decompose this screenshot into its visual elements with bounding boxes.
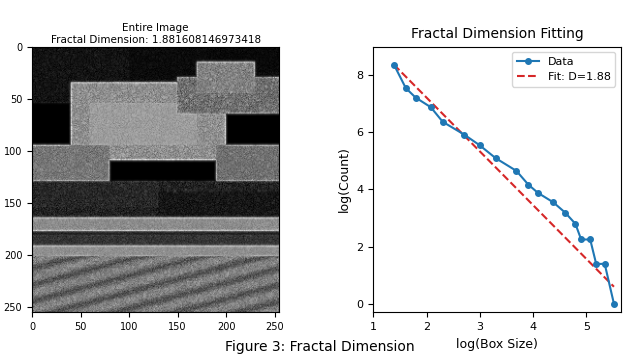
Line: Data: Data	[391, 62, 617, 307]
Title: Entire Image
Fractal Dimension: 1.881608146973418: Entire Image Fractal Dimension: 1.881608…	[51, 23, 260, 45]
Data	[439, 120, 447, 124]
Data	[513, 169, 520, 173]
Data	[586, 237, 594, 242]
Data	[427, 105, 435, 109]
Data	[577, 237, 585, 242]
Data	[412, 95, 419, 100]
X-axis label: log(Box Size): log(Box Size)	[456, 337, 538, 351]
Fit: D=1.88: (1.64, 7.9): D=1.88: (1.64, 7.9)	[403, 76, 411, 80]
Data	[460, 132, 468, 137]
Data	[601, 262, 609, 266]
Data	[525, 182, 532, 187]
Title: Fractal Dimension Fitting: Fractal Dimension Fitting	[411, 27, 584, 41]
Data	[561, 210, 569, 215]
Fit: D=1.88: (2.49, 6.3): D=1.88: (2.49, 6.3)	[449, 122, 456, 126]
Data	[610, 302, 618, 306]
Fit: D=1.88: (5.17, 1.26): D=1.88: (5.17, 1.26)	[591, 266, 599, 270]
Data	[492, 156, 499, 160]
Fit: D=1.88: (1.39, 8.37): D=1.88: (1.39, 8.37)	[390, 62, 398, 67]
Line: Fit: D=1.88: Fit: D=1.88	[394, 65, 614, 287]
Fit: D=1.88: (5.31, 0.986): D=1.88: (5.31, 0.986)	[599, 274, 607, 278]
Data	[572, 222, 579, 226]
Fit: D=1.88: (5.52, 0.596): D=1.88: (5.52, 0.596)	[610, 285, 618, 289]
Fit: D=1.88: (2.15, 6.92): D=1.88: (2.15, 6.92)	[431, 104, 438, 108]
Fit: D=1.88: (1.55, 8.06): D=1.88: (1.55, 8.06)	[399, 71, 406, 76]
Legend: Data, Fit: D=1.88: Data, Fit: D=1.88	[512, 52, 615, 87]
Text: Figure 3: Fractal Dimension: Figure 3: Fractal Dimension	[225, 340, 415, 354]
Data	[390, 62, 398, 67]
Data	[476, 143, 483, 148]
Data	[593, 262, 600, 266]
Data	[550, 200, 557, 205]
Data	[402, 86, 410, 90]
Y-axis label: log(Count): log(Count)	[338, 146, 351, 213]
Data	[534, 191, 542, 195]
